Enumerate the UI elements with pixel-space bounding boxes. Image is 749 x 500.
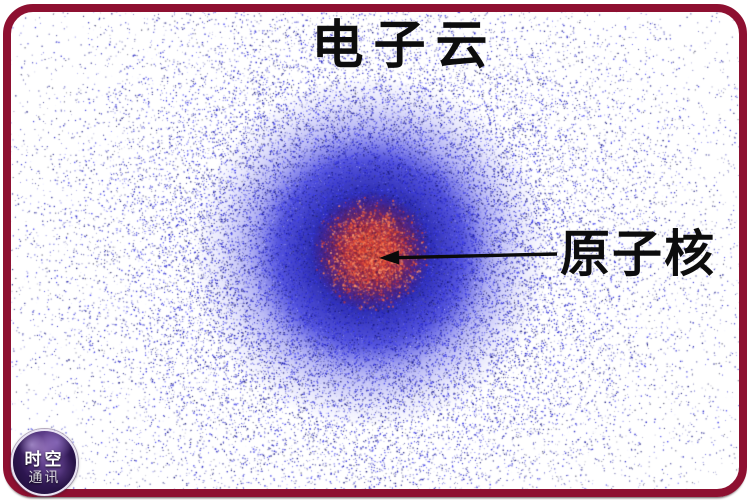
watermark-logo-text-line2: 通讯	[28, 470, 61, 487]
watermark-logo: 时空 通讯	[11, 429, 78, 496]
cloud-area	[5, 6, 745, 495]
page-title: 电子云	[311, 16, 498, 76]
nucleus-label: 原子核	[560, 225, 716, 283]
electron-cloud-canvas	[5, 6, 745, 495]
watermark-logo-text-line1: 时空	[24, 449, 65, 470]
